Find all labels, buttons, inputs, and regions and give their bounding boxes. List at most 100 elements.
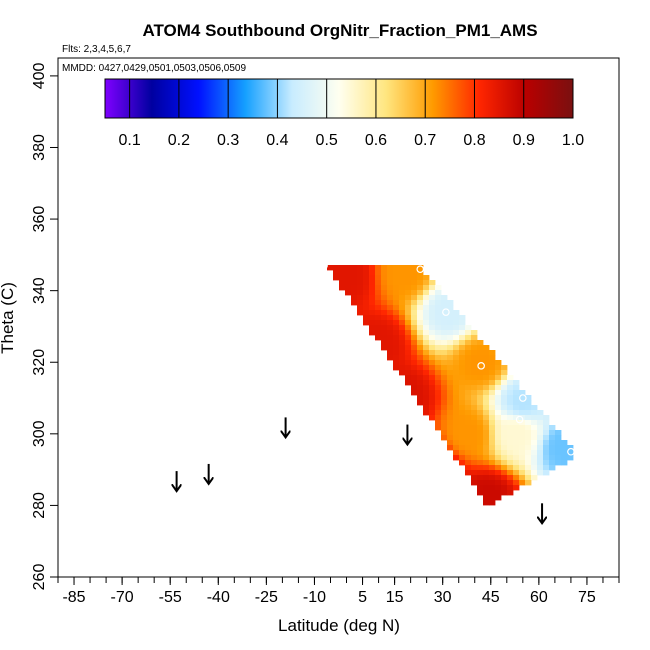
heatmap-cell [459,340,466,346]
heatmap-cell [483,430,490,436]
heatmap-cell [501,430,508,436]
heatmap-cell [537,465,544,471]
heatmap-cell [369,305,376,311]
heatmap-cell [387,305,394,311]
heatmap-cell [387,270,394,276]
heatmap-cell [495,430,502,436]
heatmap-cell [429,340,436,346]
heatmap-cell [531,440,538,446]
heatmap-cell [501,435,508,441]
heatmap-cell [471,340,478,346]
heatmap-cell [495,455,502,461]
heatmap-cell [417,280,424,286]
heatmap-cell [525,405,532,411]
heatmap-cell [381,335,388,341]
heatmap-cell [345,275,352,281]
heatmap-cell [495,420,502,426]
heatmap-cell [393,320,400,326]
heatmap-cell [537,460,544,466]
heatmap-cell [471,350,478,356]
heatmap-cell [507,420,514,426]
heatmap-cell [381,320,388,326]
heatmap-cell [417,380,424,386]
heatmap-cell [459,385,466,391]
y-tick-label: 300 [31,420,48,447]
heatmap-cell [453,400,460,406]
heatmap-cell [507,435,514,441]
heatmap-cell [471,400,478,406]
heatmap-cell [465,390,472,396]
heatmap-cell [441,430,448,436]
heatmap-cell [513,470,520,476]
heatmap-cell [405,280,412,286]
heatmap-cell [495,410,502,416]
heatmap-cell [513,405,520,411]
heatmap-cell [429,370,436,376]
heatmap-cell [429,405,436,411]
heatmap-cell [471,425,478,431]
heatmap-cell [363,275,370,281]
heatmap-cell [489,475,496,481]
heatmap-cell [417,265,424,271]
heatmap-cell [465,350,472,356]
heatmap-cell [453,390,460,396]
heatmap-cell [543,425,550,431]
sample-point [567,447,575,456]
heatmap-cell [501,490,508,496]
y-tick-label: 280 [31,492,48,519]
heatmap-cell [525,410,532,416]
heatmap-cell [525,450,532,456]
heatmap-cell [429,410,436,416]
heatmap-cell [339,285,346,291]
heatmap-cell [537,425,544,431]
heatmap-cell [399,340,406,346]
heatmap-cell [495,415,502,421]
heatmap-cell [441,305,448,311]
heatmap-cell [501,480,508,486]
heatmap-cell [399,315,406,321]
heatmap-cell [423,305,430,311]
heatmap-cell [405,370,412,376]
heatmap-cell [429,345,436,351]
heatmap-cell [447,345,454,351]
heatmap-cell [513,385,520,391]
heatmap-cell [459,430,466,436]
heatmap-cell [549,450,556,456]
y-tick-label: 360 [31,206,48,233]
heatmap-cell [381,340,388,346]
heatmap-cell [417,355,424,361]
heatmap-cell [447,310,454,316]
heatmap-cell [333,270,340,276]
heatmap-cell [477,435,484,441]
heatmap-cell [447,340,454,346]
heatmap-cell [375,295,382,301]
heatmap-cell [351,265,358,271]
heatmap-cell [375,300,382,306]
arrows [177,417,542,523]
heatmap-cell [507,490,514,496]
x-tick-label: -55 [159,589,182,606]
heatmap-cell [489,465,496,471]
heatmap-cell [489,420,496,426]
heatmap-cell [399,275,406,281]
heatmap-cell [393,290,400,296]
heatmap-cell [477,470,484,476]
heatmap-cell [381,275,388,281]
heatmap-cell [453,355,460,361]
heatmap-cell [513,445,520,451]
heatmap-cell [495,480,502,486]
heatmap-cell [393,330,400,336]
heatmap-cell [489,350,496,356]
heatmap-cell [447,360,454,366]
colorbar-tick-label: 1.0 [562,132,584,149]
heatmap-cell [399,370,406,376]
heatmap-cell [405,290,412,296]
heatmap-cell [429,375,436,381]
heatmap-cell [435,415,442,421]
heatmap-cell [411,335,418,341]
heatmap-cell [447,410,454,416]
heatmap-cell [483,495,490,501]
heatmap-cell [441,300,448,306]
heatmap-cell [411,375,418,381]
heatmap-cell [477,485,484,491]
